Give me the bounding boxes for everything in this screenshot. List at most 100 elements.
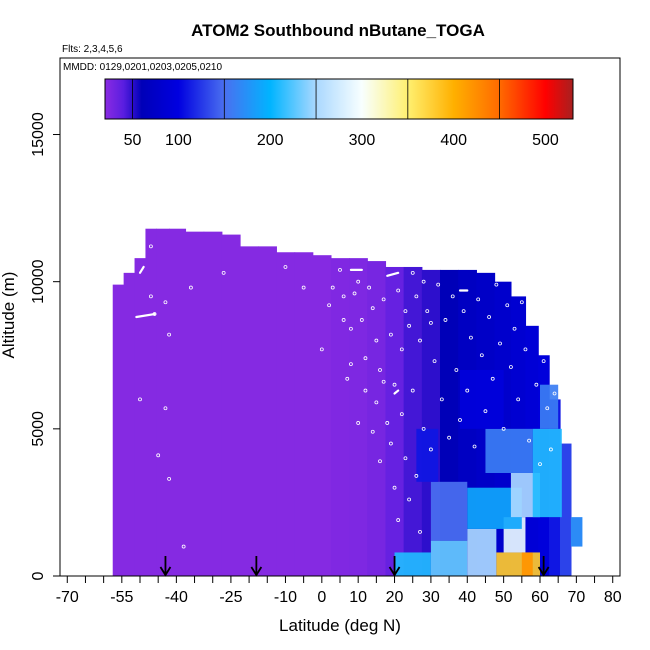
sample-point [407, 323, 411, 328]
enhancement-cell [430, 481, 468, 541]
x-axis: -70 -55 -40 -25 -10 0 10 20 30 40 50 60 70 80 Latitud… [56, 575, 622, 635]
plot-area [59, 57, 621, 577]
sample-point [501, 426, 506, 431]
x-tick-label: -55 [110, 589, 133, 606]
x-tick-label: 50 [495, 589, 513, 606]
sample-point [374, 338, 379, 343]
sample-point [512, 326, 517, 331]
curtain-cell [221, 234, 241, 576]
flights-subtitle: Flts: 2,3,4,5,6 [62, 44, 123, 55]
sample-point [447, 435, 451, 440]
sample-point [163, 300, 168, 305]
sample-point [149, 244, 153, 249]
y-tick-label: 0 [30, 571, 47, 580]
curtain-cell [367, 261, 387, 576]
sample-point [483, 409, 488, 414]
sample-point [156, 453, 161, 458]
y-tick-label: 10000 [30, 259, 47, 304]
curtain-cell [403, 266, 423, 576]
enhancement-cell [532, 428, 562, 518]
colorbar-tick-label: 50 [124, 132, 142, 149]
colorbar-dividers [132, 79, 500, 119]
enhancement-cell [460, 369, 504, 429]
sample-points [135, 244, 557, 549]
sample-point [167, 476, 171, 481]
sample-point [341, 294, 346, 299]
curtain-cell [134, 258, 147, 576]
curtain-cell [145, 228, 157, 577]
curtain-cell [258, 246, 277, 576]
y-axis: 0 5000 10000 15000 Altitude (m) [0, 112, 60, 580]
sample-point [392, 485, 397, 490]
turn-arrow [388, 556, 401, 577]
x-tick-label: 70 [567, 589, 585, 606]
sample-point [410, 270, 415, 275]
sample-point [396, 518, 401, 522]
sample-track [138, 265, 145, 274]
sample-point [349, 362, 353, 366]
sample-point [338, 268, 342, 272]
curtain-cell [312, 255, 332, 576]
enhancement-cell [430, 540, 468, 576]
sample-point [429, 447, 433, 452]
sample-point [450, 294, 455, 299]
sample-point [421, 426, 426, 431]
colorbar-tick-label: 200 [257, 132, 284, 149]
sample-track [393, 389, 400, 395]
sample-point [534, 382, 539, 387]
sample-point [363, 356, 368, 361]
curtain-cell [349, 258, 368, 576]
sample-point [138, 397, 142, 402]
enhancement-cell [467, 528, 497, 576]
sample-point [378, 459, 382, 464]
y-axis-label: Altitude (m) [0, 272, 18, 359]
x-tick-label: -25 [219, 589, 242, 606]
curtain-cell [294, 252, 314, 576]
sample-point [367, 285, 371, 290]
sample-point [414, 474, 419, 478]
sample-point [454, 368, 459, 372]
colorbar-tick-labels: 50 100 200 300 400 500 [124, 132, 559, 149]
enhancement-cell [540, 384, 559, 429]
sample-point [545, 406, 550, 411]
sample-point [549, 447, 553, 452]
curtain-cell [185, 231, 205, 577]
sample-point [439, 397, 444, 402]
sample-point [523, 347, 528, 352]
sample-point [352, 291, 357, 296]
sample-point [432, 359, 437, 364]
sample-point [418, 529, 422, 534]
x-ticks: -70 -55 -40 -25 -10 0 10 20 30 40 50 60 70 80 [56, 576, 622, 606]
sample-point [436, 282, 441, 287]
x-tick-label: 60 [531, 589, 549, 606]
sample-point [461, 309, 466, 314]
turn-arrow [537, 556, 550, 577]
sample-point [163, 406, 168, 411]
sample-point [541, 359, 546, 364]
sample-point [345, 376, 350, 381]
sample-point [330, 285, 335, 290]
sample-point [189, 285, 193, 290]
turn-arrow [159, 556, 172, 577]
enhancement-patches [394, 369, 562, 576]
sample-point [516, 397, 521, 402]
x-tick-label: 80 [604, 589, 622, 606]
sample-point [392, 382, 397, 387]
x-axis-label: Latitude (deg N) [279, 616, 401, 635]
enhancement-cell [521, 552, 533, 576]
sample-point [479, 353, 484, 358]
sample-point [425, 309, 430, 314]
sample-point [301, 285, 306, 290]
flight-turn-arrows [159, 556, 550, 577]
sample-point [469, 335, 473, 340]
colorbar-tick-label: 400 [440, 132, 467, 149]
sample-point [414, 294, 419, 299]
curtain-cell [276, 252, 296, 576]
x-tick-label: -10 [274, 589, 297, 606]
x-tick-label: -40 [165, 589, 188, 606]
colorbar-gradient [104, 78, 574, 120]
sample-point [381, 379, 386, 384]
sample-point [399, 347, 404, 352]
x-tick-label: 10 [349, 589, 367, 606]
